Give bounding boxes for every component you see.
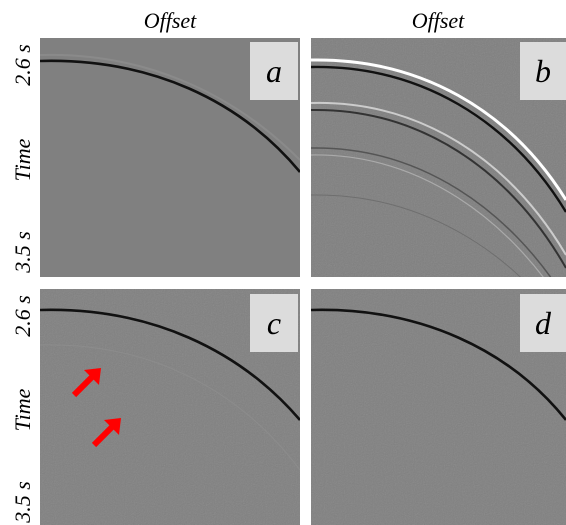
panel-label: d bbox=[535, 305, 552, 341]
column-header: Offset bbox=[412, 8, 465, 33]
panel-label: c bbox=[267, 305, 281, 341]
y-label: 2.6 s bbox=[10, 295, 35, 337]
panel-label: a bbox=[266, 53, 282, 89]
y-label: 3.5 s bbox=[10, 481, 35, 524]
panel-label: b bbox=[535, 53, 551, 89]
y-label: Time bbox=[10, 138, 35, 181]
y-label: 3.5 s bbox=[10, 231, 35, 274]
column-header: Offset bbox=[144, 8, 197, 33]
y-label: 2.6 s bbox=[10, 44, 35, 86]
y-label: Time bbox=[10, 388, 35, 431]
figure: Offset Offset 2.6 s Time 3.5 s 2.6 s Tim… bbox=[0, 0, 566, 525]
